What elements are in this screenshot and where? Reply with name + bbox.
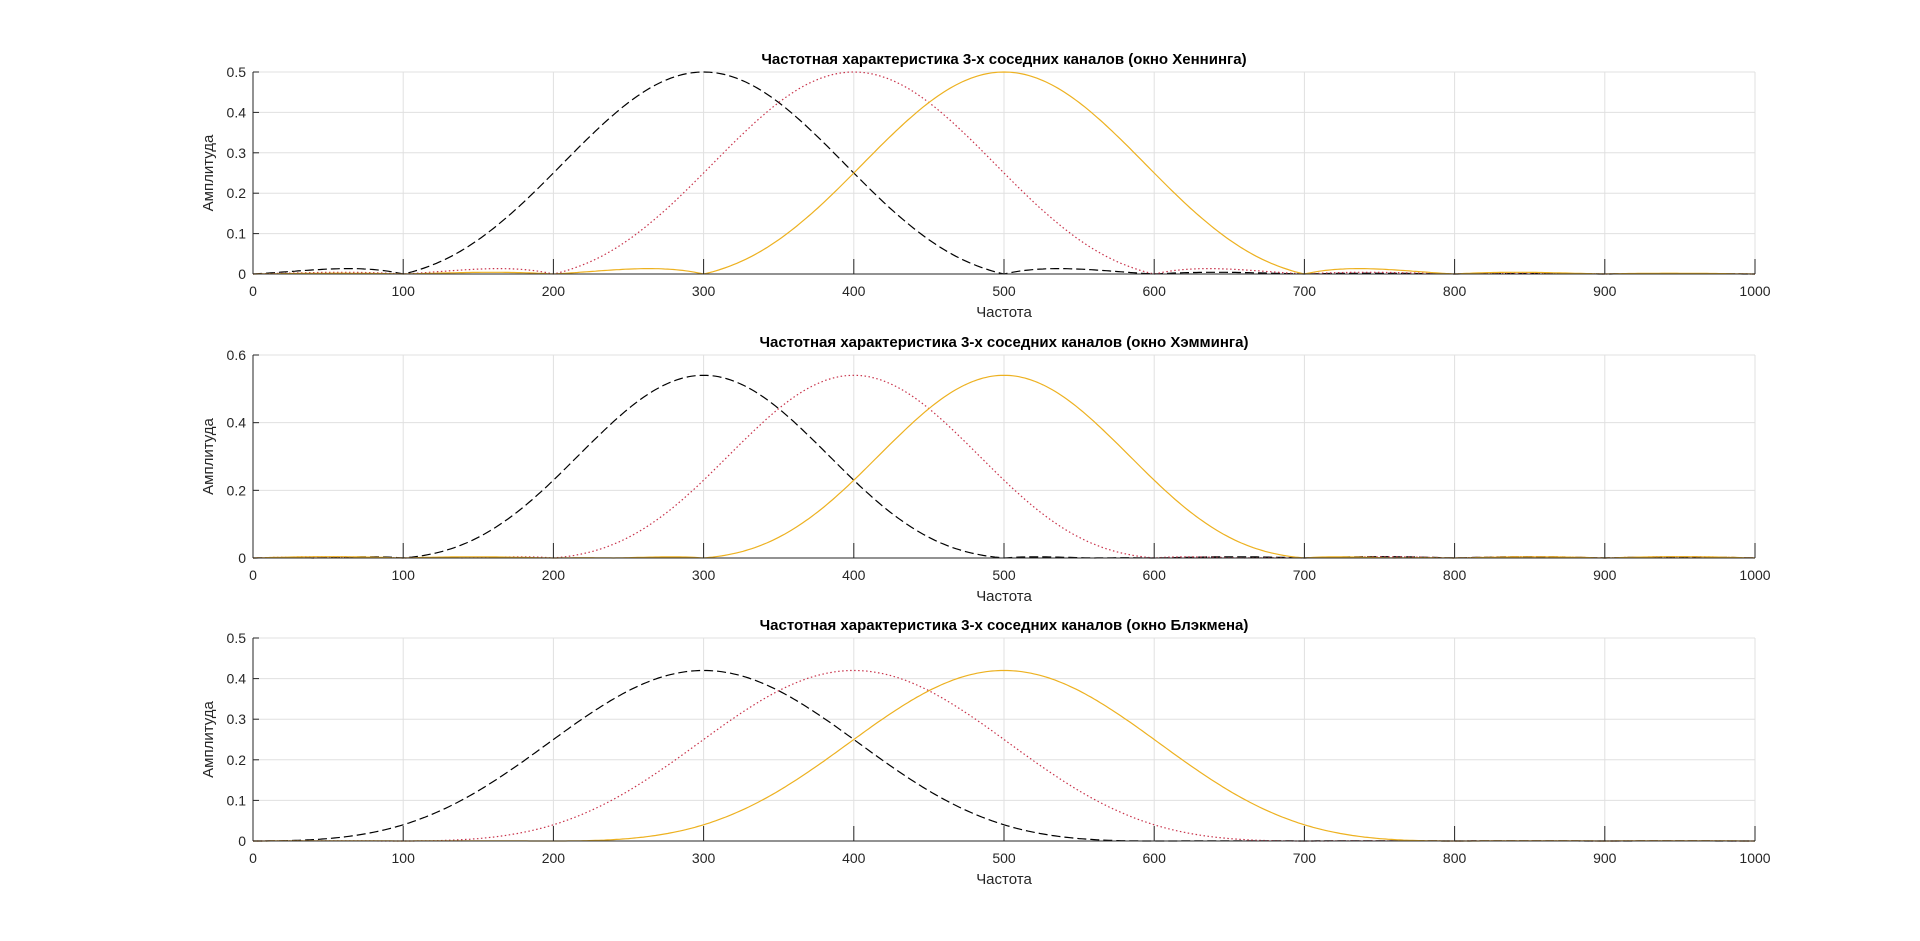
- y-tick-label: 0.1: [227, 792, 247, 808]
- x-tick-label: 500: [992, 283, 1016, 299]
- y-tick-label: 0.4: [227, 104, 247, 120]
- chart-title: Частотная характеристика 3-х соседних ка…: [761, 51, 1246, 68]
- series-line-3: [252, 374, 1756, 559]
- y-tick-label: 0.2: [227, 185, 247, 201]
- y-axis-label: Амплитуда: [200, 417, 217, 494]
- y-tick-label: 0: [238, 266, 246, 282]
- x-tick-label: 900: [1593, 283, 1617, 299]
- y-tick-label: 0: [238, 833, 246, 849]
- subplot-1: 0 100 200 300 400 500 600 700 800 900 1000 0 0.1 0.2 0…: [200, 51, 1771, 321]
- y-tick-label: 0: [238, 550, 246, 566]
- chart-title: Частотная характеристика 3-х соседних ка…: [760, 617, 1249, 634]
- subplot-2: 0 100 200 300 400 500 600 700 800 900 1000 0 0.2 0.4 0…: [200, 334, 1771, 605]
- series-line-3: [253, 71, 1755, 275]
- y-tick-label: 0.2: [227, 752, 247, 768]
- y-tick-label: 0.5: [227, 64, 247, 80]
- y-axis-label: Амплитуда: [200, 134, 217, 211]
- subplot-3: 0 100 200 300 400 500 600 700 800 900 1000 0 0.1 0.2 0…: [200, 617, 1771, 888]
- x-tick-label: 1000: [1739, 567, 1770, 583]
- x-tick-label: 300: [692, 567, 716, 583]
- x-tick-label: 400: [842, 850, 866, 866]
- x-tick-label: 700: [1293, 850, 1317, 866]
- x-tick-label: 800: [1443, 850, 1467, 866]
- x-tick-label: 0: [249, 567, 257, 583]
- x-tick-label: 600: [1143, 567, 1167, 583]
- x-tick-label: 600: [1143, 283, 1167, 299]
- y-tick-label: 0.4: [227, 415, 247, 431]
- x-tick-label: 700: [1293, 567, 1317, 583]
- x-tick-label: 300: [692, 850, 716, 866]
- x-tick-label: 200: [542, 567, 566, 583]
- x-tick-label: 500: [992, 850, 1016, 866]
- y-tick-label: 0.5: [227, 630, 247, 646]
- x-tick-label: 1000: [1739, 850, 1770, 866]
- x-tick-label: 0: [249, 283, 257, 299]
- y-tick-label: 0.1: [227, 226, 247, 242]
- x-axis-label: Частота: [976, 304, 1032, 321]
- x-tick-label: 400: [842, 567, 866, 583]
- x-tick-label: 800: [1443, 567, 1467, 583]
- x-tick-label: 0: [249, 850, 257, 866]
- x-tick-label: 100: [392, 850, 416, 866]
- y-tick-label: 0.3: [227, 145, 247, 161]
- x-tick-label: 200: [542, 283, 566, 299]
- x-tick-label: 100: [392, 567, 416, 583]
- x-axis-label: Частота: [976, 871, 1032, 888]
- y-tick-label: 0.6: [227, 347, 247, 363]
- x-tick-label: 200: [542, 850, 566, 866]
- x-axis-label: Частота: [976, 588, 1032, 605]
- y-tick-label: 0.4: [227, 671, 247, 687]
- y-tick-label: 0.3: [227, 711, 247, 727]
- x-tick-label: 400: [842, 283, 866, 299]
- x-tick-label: 600: [1143, 850, 1167, 866]
- x-tick-label: 100: [392, 283, 416, 299]
- series-line-1: [253, 669, 1755, 842]
- y-axis-label: Амплитуда: [200, 700, 217, 777]
- x-tick-label: 900: [1593, 850, 1617, 866]
- chart-title: Частотная характеристика 3-х соседних ка…: [759, 334, 1248, 351]
- x-tick-label: 800: [1443, 283, 1467, 299]
- x-tick-label: 900: [1593, 567, 1617, 583]
- x-tick-label: 700: [1293, 283, 1317, 299]
- x-tick-label: 1000: [1739, 283, 1770, 299]
- x-tick-label: 300: [692, 283, 716, 299]
- y-tick-label: 0.2: [227, 482, 247, 498]
- x-tick-label: 500: [992, 567, 1016, 583]
